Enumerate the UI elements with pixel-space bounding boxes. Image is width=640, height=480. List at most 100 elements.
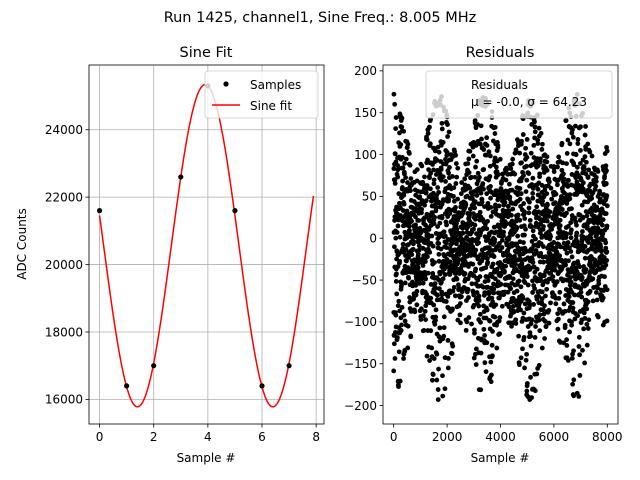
residual-point xyxy=(537,328,543,334)
residual-point xyxy=(434,205,440,210)
residual-point xyxy=(472,118,478,124)
residual-point xyxy=(432,148,438,154)
residual-point xyxy=(534,204,540,210)
residuals-x-label: Sample # xyxy=(471,451,530,465)
residual-point xyxy=(522,301,528,307)
residual-point xyxy=(578,286,584,291)
residual-point xyxy=(555,326,561,332)
residual-point xyxy=(414,302,420,308)
residual-point xyxy=(584,306,590,312)
residual-point xyxy=(507,181,512,187)
residual-point xyxy=(582,132,588,138)
residual-point xyxy=(563,118,569,123)
residual-point xyxy=(535,141,541,146)
residual-point xyxy=(602,173,608,179)
residual-point xyxy=(394,271,399,277)
residual-point xyxy=(413,222,418,228)
residual-point xyxy=(477,274,483,280)
residual-point xyxy=(485,278,491,283)
residual-point xyxy=(474,290,480,295)
residual-point xyxy=(529,239,535,244)
residual-point xyxy=(558,244,564,250)
x-tick-label: 6 xyxy=(258,430,266,444)
residual-point xyxy=(467,185,473,191)
residual-point xyxy=(443,261,449,267)
residual-point xyxy=(475,256,481,262)
residual-point xyxy=(415,251,421,257)
residual-point xyxy=(557,223,563,229)
residual-point xyxy=(433,314,439,320)
residuals-points-layer xyxy=(391,91,610,402)
residual-point xyxy=(537,159,543,165)
residual-point xyxy=(484,143,490,148)
residual-point xyxy=(552,267,558,273)
residual-point xyxy=(577,264,583,270)
residual-point xyxy=(391,341,397,347)
residual-point xyxy=(402,318,408,324)
residual-point xyxy=(441,229,447,235)
residual-point xyxy=(430,372,436,377)
residuals-y-ticks: −200 −150 −100 −50 0 50 100 150 200 xyxy=(344,64,383,413)
residual-point xyxy=(501,229,507,235)
residual-point xyxy=(416,218,422,223)
sine-fit-grid xyxy=(89,65,324,424)
residual-point xyxy=(479,199,485,205)
residual-point xyxy=(519,160,524,166)
residual-point xyxy=(587,288,593,294)
sample-point xyxy=(124,383,130,389)
residual-point xyxy=(501,233,506,239)
residual-point xyxy=(509,161,515,167)
residual-point xyxy=(575,137,581,142)
y-tick-label: 22000 xyxy=(45,190,83,204)
sine-fit-legend: Samples Sine fit xyxy=(204,70,319,119)
residual-point xyxy=(420,263,426,268)
residual-point xyxy=(493,302,499,308)
residual-point xyxy=(497,315,503,320)
residual-point xyxy=(478,190,484,196)
residual-point xyxy=(494,188,500,194)
residual-point xyxy=(402,280,408,286)
residual-point xyxy=(391,166,397,171)
residual-point xyxy=(538,130,544,136)
residuals-legend-stats: μ = -0.0, σ = 64.23 xyxy=(471,95,587,109)
residual-point xyxy=(429,345,435,351)
residual-point xyxy=(483,315,489,321)
residual-point xyxy=(493,207,499,213)
residual-point xyxy=(586,167,592,173)
residual-point xyxy=(519,138,524,144)
residual-point xyxy=(539,141,545,147)
residual-point xyxy=(467,148,473,154)
residual-point xyxy=(548,234,553,239)
residual-point xyxy=(441,314,447,320)
residual-point xyxy=(497,156,503,162)
residual-point xyxy=(405,141,411,147)
residual-point xyxy=(538,156,543,162)
residual-point xyxy=(441,333,447,339)
residual-point xyxy=(519,260,525,266)
residual-point xyxy=(417,202,423,208)
residual-point xyxy=(505,203,511,209)
residual-point xyxy=(432,214,438,220)
residual-point xyxy=(575,141,581,146)
residual-point xyxy=(524,274,530,279)
residual-point xyxy=(487,290,493,296)
residual-point xyxy=(579,294,585,300)
residual-point xyxy=(571,377,577,383)
residual-point xyxy=(420,280,426,286)
residual-point xyxy=(435,397,441,402)
residual-point xyxy=(546,214,552,219)
residual-point xyxy=(593,179,599,184)
residual-point xyxy=(539,289,545,295)
residual-point xyxy=(488,379,494,385)
residual-point xyxy=(530,175,536,181)
residual-point xyxy=(539,345,545,351)
residual-point xyxy=(487,153,493,159)
residual-point xyxy=(431,181,437,187)
residual-point xyxy=(432,260,437,265)
residual-point xyxy=(520,296,526,301)
residual-point xyxy=(437,325,443,331)
residual-point xyxy=(415,265,421,271)
residual-point xyxy=(392,356,398,361)
residual-point xyxy=(564,151,570,156)
residual-point xyxy=(495,145,501,151)
